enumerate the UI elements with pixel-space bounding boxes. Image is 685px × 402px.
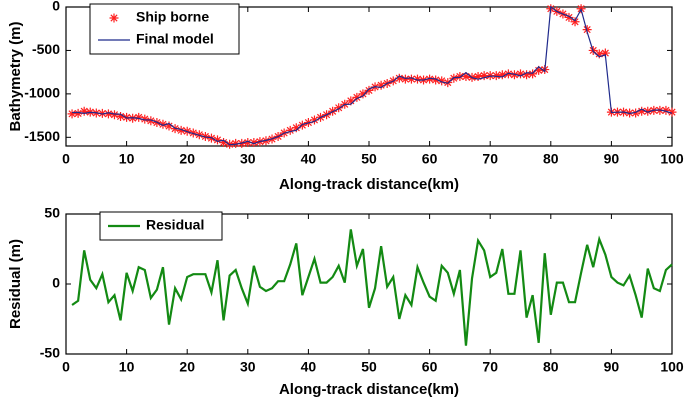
point bbox=[516, 69, 525, 79]
series-line bbox=[71, 229, 673, 346]
point bbox=[425, 74, 435, 84]
legend-label: Residual bbox=[146, 217, 204, 233]
point bbox=[346, 96, 356, 106]
point bbox=[412, 74, 422, 84]
point bbox=[461, 72, 471, 81]
point bbox=[146, 116, 156, 126]
point bbox=[109, 13, 119, 23]
point bbox=[376, 80, 386, 90]
x-tick-label: 60 bbox=[422, 151, 438, 167]
x-tick-label: 70 bbox=[482, 151, 498, 167]
series-line bbox=[72, 5, 673, 146]
x-tick-label: 50 bbox=[361, 359, 377, 375]
point bbox=[140, 114, 150, 124]
point bbox=[73, 108, 83, 118]
y-axis-label: Residual (m) bbox=[7, 239, 24, 329]
point bbox=[473, 72, 483, 81]
point bbox=[455, 72, 465, 81]
point bbox=[352, 92, 362, 102]
point bbox=[479, 71, 489, 81]
point bbox=[522, 70, 532, 80]
x-tick-label: 70 bbox=[482, 359, 498, 375]
x-tick-label: 40 bbox=[301, 151, 317, 167]
point bbox=[134, 112, 144, 122]
x-tick-label: 40 bbox=[301, 359, 317, 375]
point bbox=[116, 111, 126, 121]
point bbox=[667, 107, 677, 117]
point bbox=[219, 138, 229, 148]
x-axis-label: Along-track distance(km) bbox=[279, 176, 459, 193]
x-tick-label: 80 bbox=[543, 359, 559, 375]
x-tick-label: 10 bbox=[119, 151, 135, 167]
x-tick-label: 100 bbox=[660, 359, 684, 375]
point bbox=[406, 74, 416, 84]
x-tick-label: 20 bbox=[179, 151, 195, 167]
y-tick-label: 0 bbox=[52, 0, 60, 14]
point bbox=[67, 109, 77, 119]
y-tick-label: -1000 bbox=[24, 85, 60, 101]
y-tick-label: -50 bbox=[40, 345, 60, 361]
point bbox=[285, 125, 295, 135]
x-tick-label: 90 bbox=[604, 359, 620, 375]
point bbox=[231, 138, 241, 148]
x-tick-label: 0 bbox=[62, 359, 70, 375]
point bbox=[79, 106, 89, 116]
point bbox=[103, 109, 113, 119]
point bbox=[491, 71, 501, 81]
point bbox=[497, 70, 507, 80]
point bbox=[358, 89, 368, 99]
point bbox=[158, 119, 168, 129]
point bbox=[643, 106, 653, 116]
point bbox=[364, 85, 374, 95]
x-tick-label: 0 bbox=[62, 151, 70, 167]
point bbox=[176, 125, 186, 135]
x-tick-label: 20 bbox=[179, 359, 195, 375]
x-tick-label: 30 bbox=[240, 151, 256, 167]
point bbox=[394, 73, 404, 83]
y-tick-label: 0 bbox=[52, 275, 60, 291]
point bbox=[661, 105, 671, 115]
point bbox=[582, 25, 592, 35]
y-tick-label: -500 bbox=[32, 41, 60, 57]
x-axis-label: Along-track distance(km) bbox=[279, 381, 459, 398]
point bbox=[594, 49, 604, 59]
y-axis-label: Bathymetry (m) bbox=[7, 21, 24, 131]
point bbox=[249, 138, 259, 148]
x-tick-label: 90 bbox=[604, 151, 620, 167]
point bbox=[600, 48, 610, 58]
y-tick-label: 50 bbox=[44, 205, 60, 221]
point bbox=[213, 135, 222, 145]
point bbox=[309, 115, 319, 125]
x-tick-label: 50 bbox=[361, 151, 377, 167]
legend: Ship borne Final model bbox=[89, 3, 240, 55]
point bbox=[637, 106, 647, 116]
x-tick-label: 10 bbox=[119, 359, 135, 375]
point bbox=[109, 110, 119, 120]
legend-label: Final model bbox=[136, 31, 214, 47]
point bbox=[631, 108, 641, 118]
point bbox=[164, 121, 174, 131]
x-tick-label: 30 bbox=[240, 359, 256, 375]
point bbox=[534, 65, 544, 75]
point bbox=[437, 76, 447, 86]
legend-box bbox=[89, 3, 240, 55]
legend-label: Ship borne bbox=[136, 9, 209, 25]
point bbox=[291, 123, 301, 133]
point bbox=[400, 74, 410, 84]
point bbox=[570, 17, 580, 27]
y-tick-label: -1500 bbox=[24, 128, 60, 144]
point bbox=[564, 12, 574, 22]
x-tick-label: 100 bbox=[660, 151, 684, 167]
x-tick-label: 60 bbox=[422, 359, 438, 375]
point bbox=[243, 138, 253, 148]
legend: Residual bbox=[99, 211, 223, 241]
point bbox=[528, 69, 538, 79]
point bbox=[334, 103, 344, 113]
point bbox=[431, 75, 441, 85]
x-tick-label: 80 bbox=[543, 151, 559, 167]
